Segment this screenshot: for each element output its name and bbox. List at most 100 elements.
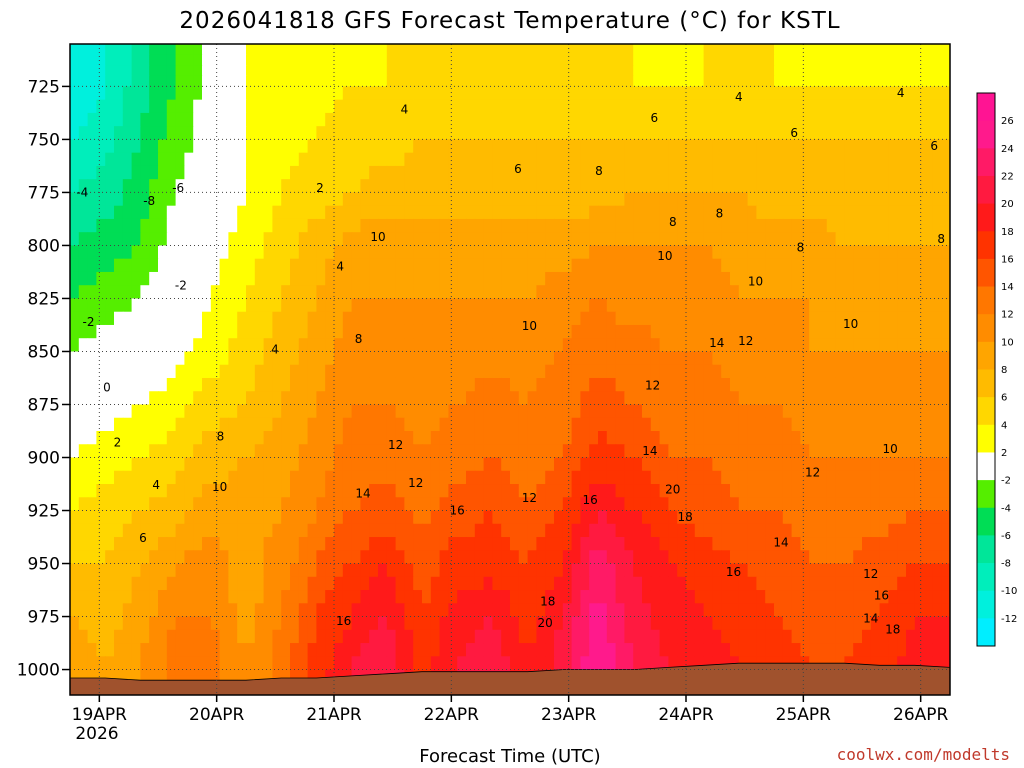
temperature-cell <box>140 192 150 207</box>
temperature-cell <box>703 192 713 207</box>
temperature-cell <box>712 537 722 551</box>
temperature-cell <box>879 616 889 631</box>
temperature-cell <box>862 165 872 180</box>
temperature-cell <box>430 643 441 657</box>
temperature-cell <box>923 139 933 154</box>
temperature-cell <box>193 431 203 445</box>
temperature-cell <box>738 112 749 127</box>
temperature-cell <box>237 417 247 432</box>
temperature-cell <box>87 629 97 644</box>
temperature-cell <box>325 258 335 273</box>
temperature-cell <box>228 258 238 273</box>
temperature-cell <box>492 364 502 379</box>
temperature-cell <box>545 75 555 88</box>
temperature-cell <box>439 417 449 432</box>
temperature-cell <box>633 65 643 77</box>
temperature-cell <box>501 377 511 392</box>
temperature-cell <box>677 179 687 194</box>
temperature-cell <box>518 590 529 604</box>
temperature-cell <box>492 470 502 485</box>
temperature-cell <box>774 537 784 551</box>
temperature-cell <box>263 86 273 101</box>
temperature-cell <box>712 285 722 300</box>
temperature-cell <box>615 431 625 445</box>
temperature-cell <box>897 232 907 247</box>
temperature-cell <box>606 523 617 538</box>
temperature-cell <box>360 484 370 498</box>
temperature-cell <box>888 311 898 326</box>
temperature-cell <box>105 656 115 671</box>
temperature-cell <box>175 311 185 326</box>
temperature-cell <box>844 192 854 207</box>
temperature-cell <box>439 192 449 207</box>
temperature-cell <box>642 377 652 392</box>
temperature-cell <box>351 54 361 66</box>
temperature-cell <box>184 285 194 300</box>
temperature-cell <box>237 391 247 406</box>
temperature-cell <box>483 139 493 154</box>
temperature-cell <box>650 99 661 114</box>
temperature-cell <box>422 484 432 498</box>
temperature-cell <box>430 44 441 56</box>
temperature-cell <box>642 497 652 512</box>
temperature-cell <box>853 65 863 77</box>
temperature-cell <box>501 126 511 141</box>
temperature-cell <box>765 311 775 326</box>
temperature-cell <box>545 285 555 300</box>
temperature-cell <box>87 258 97 273</box>
temperature-cell <box>378 364 388 379</box>
temperature-cell <box>606 537 617 551</box>
temperature-cell <box>439 497 449 512</box>
temperature-cell <box>131 351 141 366</box>
temperature-cell <box>87 497 97 512</box>
temperature-cell <box>518 285 529 300</box>
temperature-cell <box>131 311 141 326</box>
temperature-cell <box>228 563 238 578</box>
temperature-cell <box>413 576 423 591</box>
temperature-cell <box>510 285 520 300</box>
temperature-cell <box>747 99 757 114</box>
temperature-cell <box>404 590 414 604</box>
temperature-cell <box>941 404 950 419</box>
temperature-cell <box>219 523 229 538</box>
temperature-cell <box>932 656 942 671</box>
temperature-cell <box>78 112 89 127</box>
temperature-cell <box>413 44 423 56</box>
temperature-cell <box>844 404 854 419</box>
temperature-cell <box>122 192 133 207</box>
temperature-cell <box>606 351 617 366</box>
temperature-cell <box>809 44 819 56</box>
temperature-cell <box>254 510 265 525</box>
temperature-cell <box>730 165 740 180</box>
temperature-cell <box>466 444 476 459</box>
temperature-cell <box>677 417 687 432</box>
temperature-cell <box>844 351 854 366</box>
temperature-cell <box>774 86 784 101</box>
temperature-cell <box>404 165 414 180</box>
temperature-cell <box>290 470 300 485</box>
temperature-cell <box>686 54 696 66</box>
temperature-cell <box>615 643 625 657</box>
temperature-cell <box>897 192 907 207</box>
temperature-cell <box>158 44 168 56</box>
temperature-cell <box>809 510 819 525</box>
temperature-cell <box>835 44 845 56</box>
temperature-cell <box>386 629 397 644</box>
temperature-cell <box>791 563 801 578</box>
temperature-cell <box>501 431 511 445</box>
temperature-cell <box>96 271 106 286</box>
temperature-cell <box>342 65 353 77</box>
temperature-cell <box>448 576 458 591</box>
temperature-cell <box>545 603 555 618</box>
temperature-cell <box>369 669 379 677</box>
temperature-cell <box>483 656 493 671</box>
temperature-cell <box>351 417 361 432</box>
temperature-cell <box>316 298 326 313</box>
temperature-cell <box>659 470 669 485</box>
temperature-cell <box>818 510 828 525</box>
temperature-cell <box>888 179 898 194</box>
temperature-cell <box>404 99 414 114</box>
temperature-cell <box>677 364 687 379</box>
temperature-cell <box>818 285 828 300</box>
temperature-cell <box>659 484 669 498</box>
